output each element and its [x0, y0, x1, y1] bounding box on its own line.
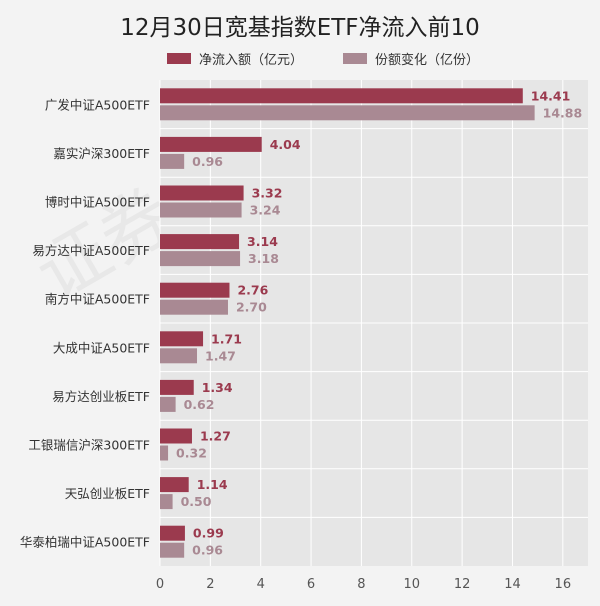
x-tick-label: 2 [206, 577, 214, 592]
data-label-net-inflow: 1.14 [197, 477, 228, 492]
bar-net-inflow [160, 185, 244, 201]
data-label-share-change: 1.47 [205, 348, 236, 363]
bar-share-change [160, 494, 173, 510]
data-label-share-change: 3.18 [248, 251, 279, 266]
bar-share-change [160, 542, 185, 558]
bar-net-inflow [160, 428, 192, 444]
data-label-share-change: 14.88 [543, 105, 583, 120]
category-label: 博时中证A500ETF [45, 195, 150, 210]
bar-net-inflow [160, 136, 262, 152]
category-label: 广发中证A500ETF [45, 97, 150, 112]
bar-net-inflow [160, 282, 230, 298]
x-tick-label: 10 [403, 577, 420, 592]
chart-legend: 净流入额（亿元） 份额变化（亿份） [0, 49, 600, 68]
category-label: 工银瑞信沪深300ETF [28, 438, 150, 453]
bar-net-inflow [160, 234, 240, 250]
bar-share-change [160, 348, 198, 364]
x-tick-label: 16 [555, 577, 572, 592]
chart-title: 12月30日宽基指数ETF净流入前10 [120, 15, 480, 41]
legend-label-share-change: 份额变化（亿份） [375, 53, 480, 68]
x-tick-label: 8 [357, 577, 365, 592]
x-tick-label: 14 [504, 577, 521, 592]
data-label-net-inflow: 1.27 [200, 429, 231, 444]
legend-item-share-change: 份额变化（亿份） [343, 49, 479, 68]
data-label-share-change: 0.50 [181, 494, 212, 509]
bar-share-change [160, 396, 176, 412]
data-label-net-inflow: 2.76 [237, 283, 268, 298]
bar-share-change [160, 445, 169, 461]
data-label-net-inflow: 14.41 [531, 88, 571, 103]
data-label-net-inflow: 1.34 [202, 380, 233, 395]
data-label-share-change: 0.96 [192, 154, 223, 169]
data-label-share-change: 2.70 [236, 300, 267, 315]
legend-label-net-inflow: 净流入额（亿元） [199, 53, 304, 68]
data-label-net-inflow: 3.14 [247, 234, 278, 249]
category-label: 南方中证A500ETF [45, 292, 150, 307]
data-label-share-change: 0.96 [192, 543, 223, 558]
bar-net-inflow [160, 379, 194, 395]
data-label-share-change: 0.62 [184, 397, 215, 412]
data-label-net-inflow: 0.99 [193, 526, 224, 541]
bar-share-change [160, 299, 228, 315]
x-tick-label: 12 [454, 577, 471, 592]
bar-share-change [160, 105, 535, 121]
category-label: 大成中证A50ETF [53, 340, 150, 355]
category-label: 天弘创业板ETF [65, 486, 150, 501]
bar-net-inflow [160, 477, 189, 493]
legend-swatch-net-inflow [167, 53, 191, 64]
category-label: 嘉实沪深300ETF [53, 146, 150, 161]
bar-net-inflow [160, 525, 185, 541]
data-label-net-inflow: 4.04 [270, 137, 301, 152]
bar-share-change [160, 153, 185, 169]
bar-net-inflow [160, 331, 204, 347]
category-label: 易方达创业板ETF [52, 389, 150, 404]
category-label: 华泰柏瑞中证A500ETF [20, 535, 150, 550]
data-label-net-inflow: 1.71 [211, 331, 242, 346]
x-tick-label: 0 [156, 577, 164, 592]
legend-item-net-inflow: 净流入额（亿元） [167, 49, 303, 68]
x-tick-label: 4 [257, 577, 265, 592]
x-tick-label: 6 [307, 577, 315, 592]
bar-share-change [160, 251, 241, 267]
data-label-share-change: 0.32 [176, 446, 207, 461]
bar-net-inflow [160, 88, 523, 104]
data-label-net-inflow: 3.32 [252, 186, 283, 201]
category-label: 易方达中证A500ETF [32, 243, 150, 258]
data-label-share-change: 3.24 [250, 203, 281, 218]
bar-share-change [160, 202, 242, 218]
legend-swatch-share-change [343, 53, 367, 64]
